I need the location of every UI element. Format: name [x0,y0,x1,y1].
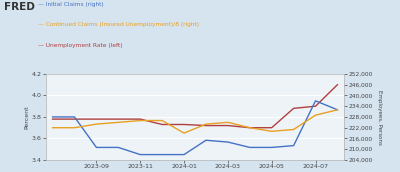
Text: FRED: FRED [4,2,35,12]
Y-axis label: Percent: Percent [24,105,29,129]
Text: — Unemployment Rate (left): — Unemployment Rate (left) [38,43,123,48]
Y-axis label: Employees, Persons: Employees, Persons [377,89,382,144]
Text: — Initial Claims (right): — Initial Claims (right) [38,2,104,7]
Text: — Continued Claims (Insured Unemployment)/8 (right): — Continued Claims (Insured Unemployment… [38,22,199,27]
